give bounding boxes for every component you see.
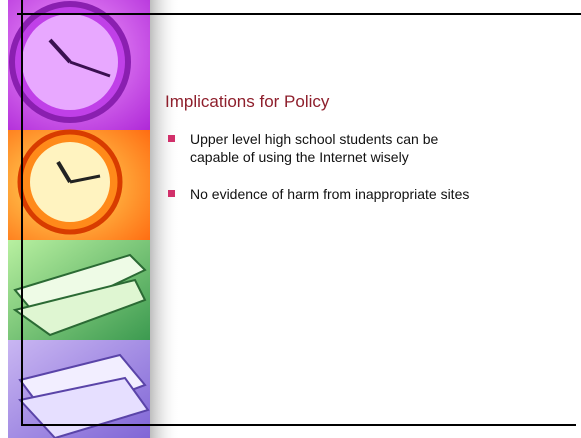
bullet-item: Upper level high school students can be …: [168, 130, 478, 166]
slide: Implications for Policy Upper level high…: [0, 0, 581, 438]
bullet-text: No evidence of harm from inappropriate s…: [190, 186, 469, 202]
bullet-text: Upper level high school students can be …: [190, 131, 438, 165]
slide-title: Implications for Policy: [165, 92, 329, 112]
bullet-item: No evidence of harm from inappropriate s…: [168, 185, 478, 203]
bullet-list: Upper level high school students can be …: [168, 130, 478, 222]
